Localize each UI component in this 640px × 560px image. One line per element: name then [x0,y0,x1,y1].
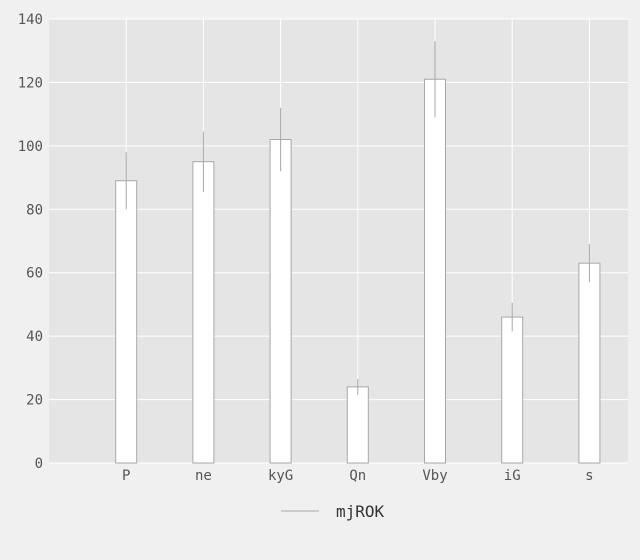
bar [269,139,292,464]
bar [501,316,524,464]
y-tick-label: 20 [26,393,43,409]
legend-label: mjROK [336,502,385,521]
legend: mjROK [281,502,385,521]
bar [192,161,215,464]
x-tick-label: iG [504,468,521,484]
y-tick-label: 40 [26,329,43,345]
error-bars [125,41,590,395]
y-axis-ticks: 0 20 40 60 80 100 120 140 [18,12,43,472]
bar [578,262,601,464]
bar [115,180,138,464]
bar [424,78,446,464]
x-tick-label: kyG [268,468,293,484]
x-tick-label: Qn [349,468,366,484]
x-tick-label: s [585,468,593,484]
y-tick-label: 120 [18,75,43,91]
x-tick-label: Vby [422,468,447,484]
y-tick-label: 0 [35,456,43,472]
plot-area [49,19,628,463]
bar [346,386,369,464]
y-tick-label: 140 [18,12,43,28]
x-tick-label: P [122,468,130,484]
y-tick-label: 60 [26,266,43,282]
x-tick-label: ne [195,468,212,484]
y-tick-label: 100 [18,139,43,155]
y-tick-label: 80 [26,202,43,218]
bars [115,78,601,464]
